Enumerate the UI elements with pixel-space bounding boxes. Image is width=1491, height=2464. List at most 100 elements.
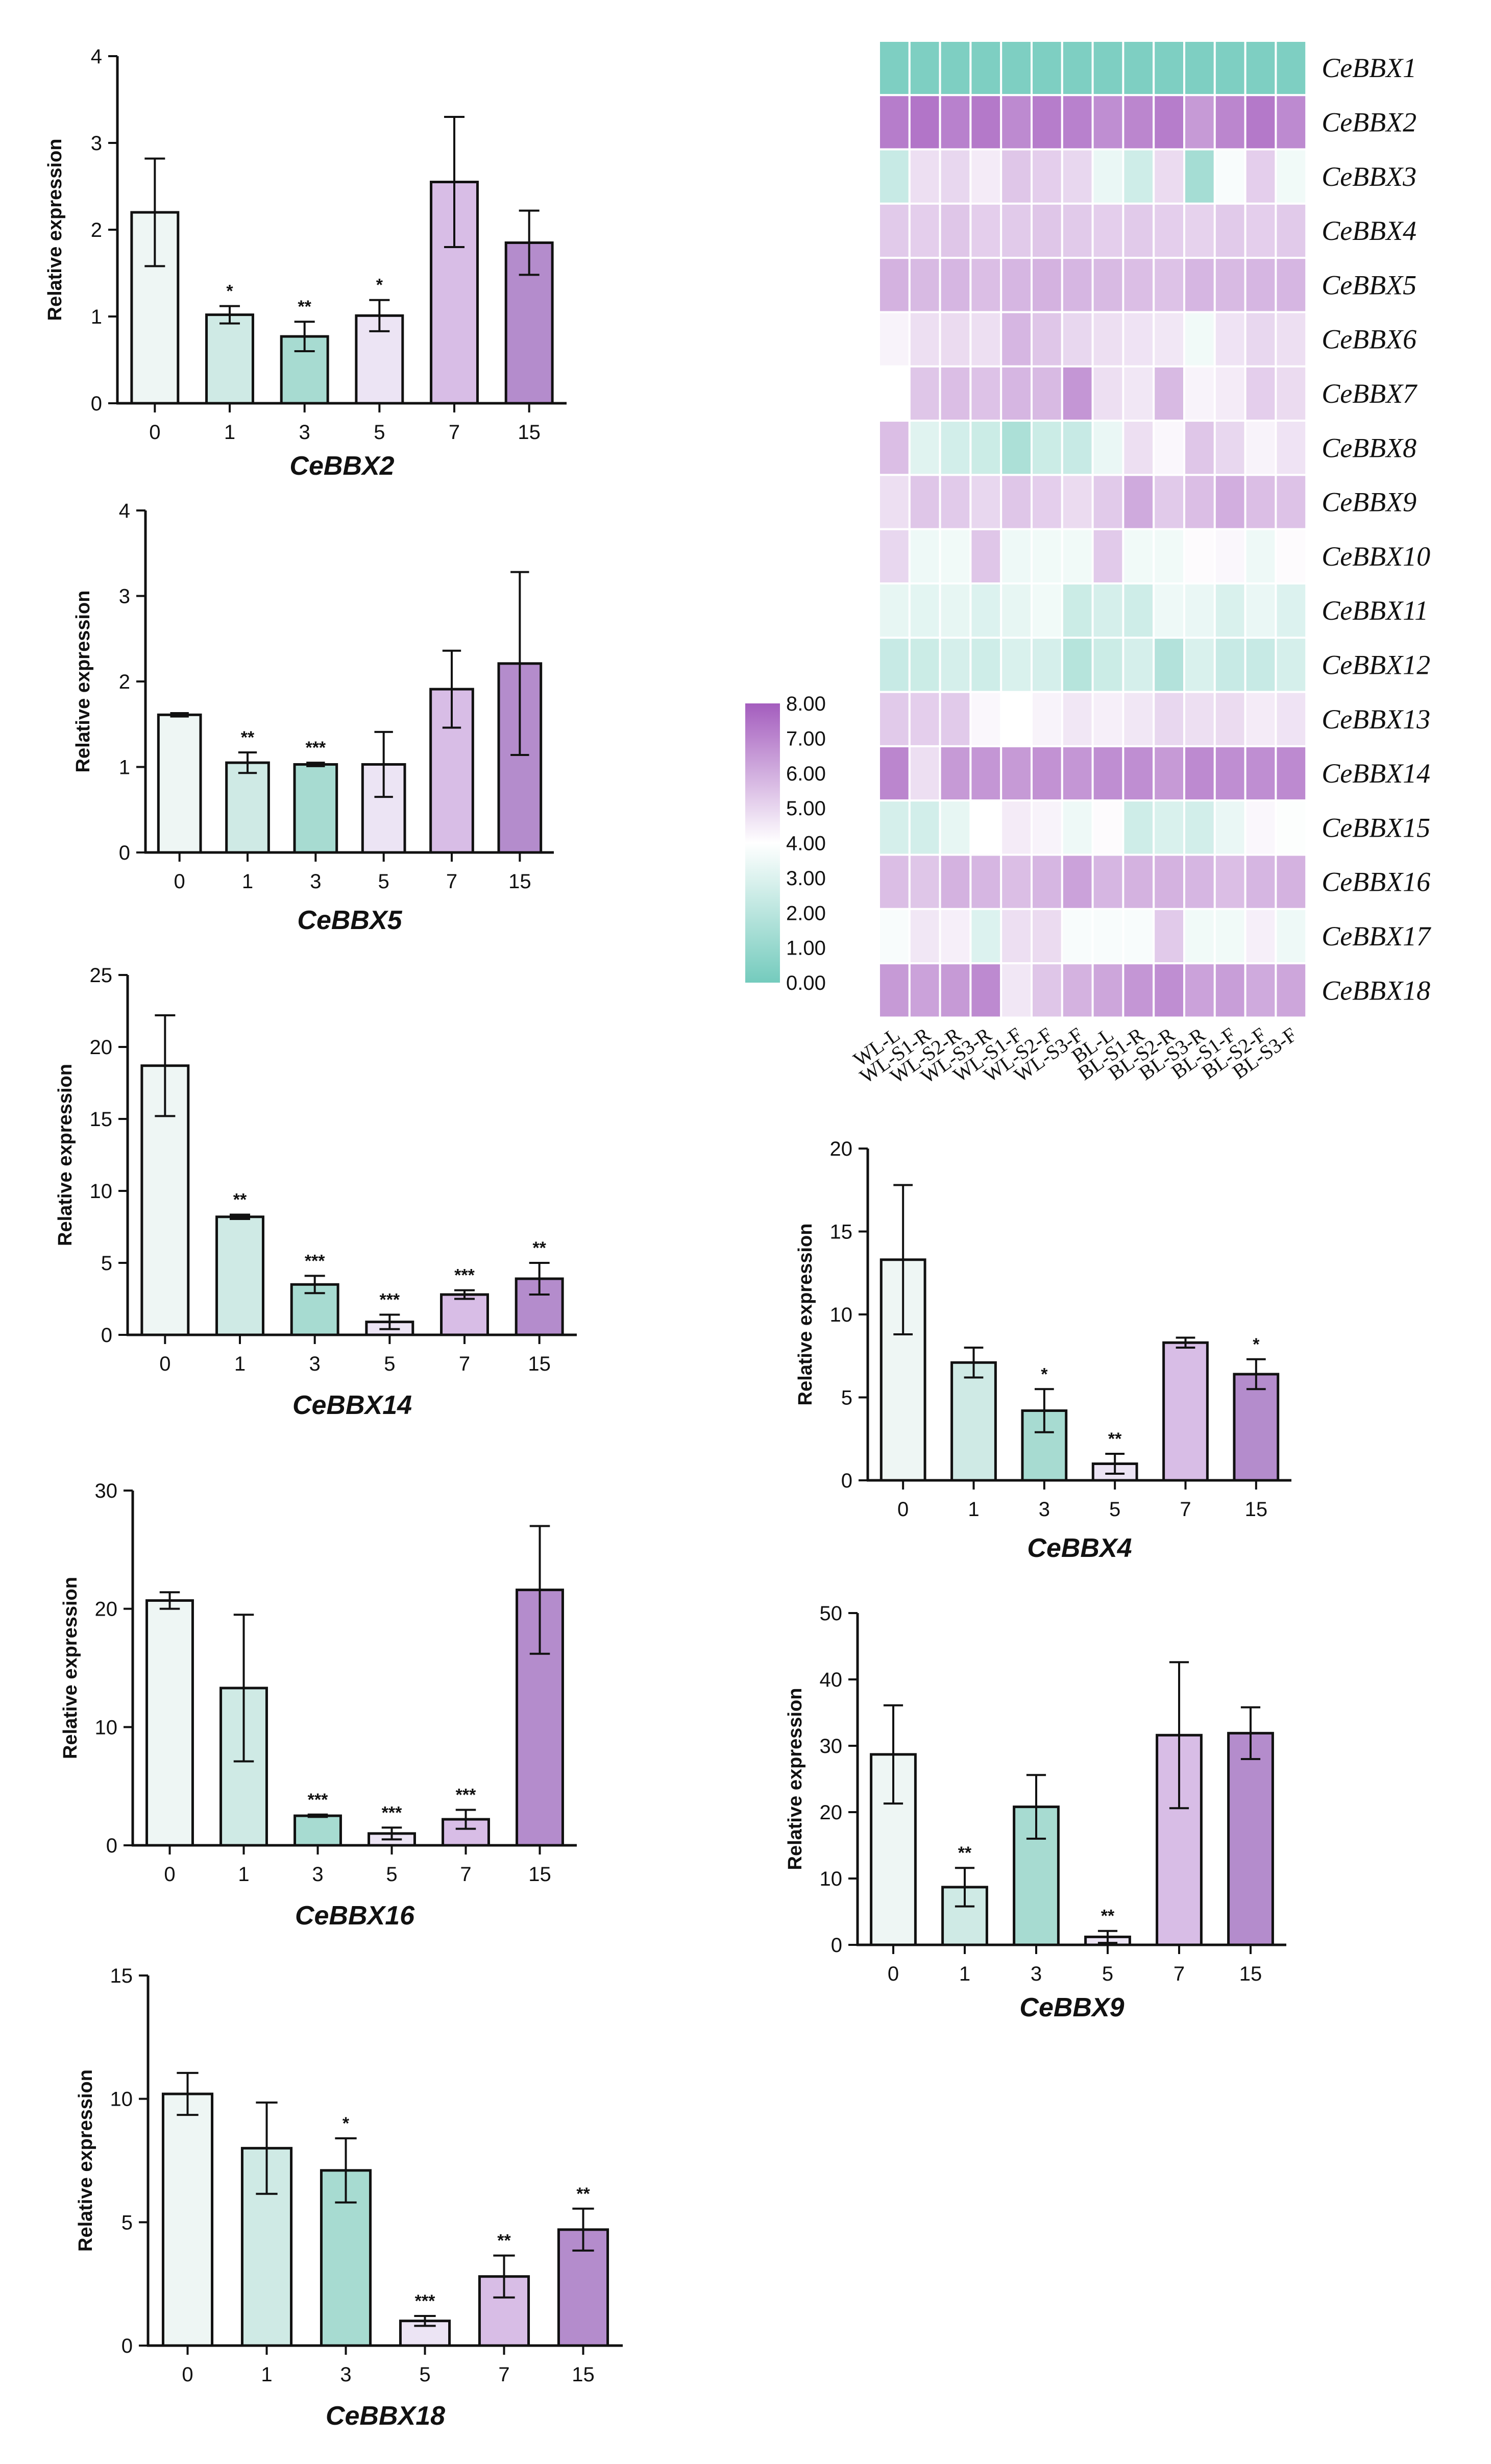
significance-label: ** [958, 1843, 972, 1863]
heatmap-cell [1061, 637, 1094, 693]
heatmap-cell [1153, 528, 1185, 584]
heatmap-cell [969, 799, 1003, 856]
heatmap-cell [1031, 311, 1063, 368]
heatmap-cell [1275, 257, 1308, 313]
x-tick-label: 5 [378, 870, 389, 893]
heatmap-cell [939, 637, 972, 693]
heatmap-cell [908, 853, 941, 910]
heatmap-cell [1213, 745, 1246, 802]
heatmap-row-label: CeBBX11 [1322, 595, 1428, 626]
x-tick-label: 0 [164, 1863, 175, 1886]
heatmap-cell [878, 148, 911, 205]
heatmap-legend: 0.00 1.00 2.00 3.00 4.00 5.00 6.00 7.00 8.00 [745, 693, 826, 994]
heatmap-cell [1244, 40, 1277, 96]
heatmap-cell [1275, 691, 1308, 747]
x-tick-label: 7 [460, 1863, 471, 1886]
heatmap-cell [1061, 311, 1094, 368]
heatmap-cell [969, 40, 1003, 96]
heatmap-cell [1061, 908, 1094, 965]
heatmap-cell [1244, 257, 1277, 313]
y-tick-label: 10 [90, 1180, 113, 1203]
y-tick-label: 0 [106, 1835, 117, 1857]
y-tick-label: 1 [119, 757, 130, 779]
heatmap-cell [1183, 148, 1216, 205]
heatmap-cell [1213, 582, 1246, 639]
heatmap-cell [1213, 40, 1246, 96]
heatmap-cell [1275, 40, 1308, 96]
y-tick-label: 3 [119, 585, 130, 608]
heatmap-cell [1122, 799, 1155, 856]
heatmap-cell [908, 40, 941, 96]
heatmap-row-label: CeBBX15 [1322, 812, 1430, 843]
heatmap-cell [878, 691, 911, 747]
heatmap-cell [1275, 637, 1308, 693]
heatmap-cell [1031, 420, 1063, 476]
heatmap-cell [1183, 962, 1216, 1019]
heatmap-cell [1183, 311, 1216, 368]
bar-chart-cebbx18: 0 5 10 15 0 1 * 3 *** 5 ** 7 ** 15 Relative expression… [75, 1965, 623, 2431]
heatmap-cell [1091, 582, 1125, 639]
heatmap-cell [1244, 853, 1277, 910]
heatmap-cell [1244, 962, 1277, 1019]
heatmap-cell [939, 528, 972, 584]
x-tick-label: 5 [1102, 1963, 1113, 1985]
heatmap-cell [878, 853, 911, 910]
heatmap-cell [1244, 691, 1277, 747]
heatmap-cell [969, 474, 1003, 530]
y-tick-label: 20 [830, 1138, 853, 1160]
bar-cebbx16-3 [294, 1814, 342, 1847]
chart-title: CeBBX4 [1027, 1533, 1132, 1563]
x-tick-label: 15 [572, 2363, 595, 2386]
heatmap-cell [939, 420, 972, 476]
heatmap-cell [1122, 962, 1155, 1019]
x-tick-label: 15 [1245, 1498, 1268, 1521]
heatmap-cell [1000, 202, 1033, 259]
legend-tick-label: 8.00 [786, 693, 826, 715]
heatmap-row-label: CeBBX4 [1322, 215, 1416, 246]
x-tick-label: 1 [959, 1963, 970, 1985]
heatmap-cell [1153, 311, 1185, 368]
heatmap-cell [1091, 908, 1125, 965]
heatmap-cell [1275, 474, 1308, 530]
heatmap-cell [1091, 148, 1125, 205]
y-tick-label: 30 [820, 1735, 843, 1758]
y-tick-label: 5 [841, 1387, 852, 1409]
heatmap-cell [1183, 691, 1216, 747]
heatmap-cell [1091, 474, 1125, 530]
heatmap-cell [878, 962, 911, 1019]
heatmap-cell [908, 202, 941, 259]
y-tick-label: 15 [110, 1965, 133, 1987]
heatmap-cell [1122, 148, 1155, 205]
bar-cebbx2-1 [205, 313, 254, 405]
significance-label: *** [382, 1803, 402, 1822]
heatmap-cell [969, 94, 1003, 151]
y-tick-label: 0 [121, 2335, 133, 2357]
y-tick-label: 15 [90, 1108, 113, 1131]
heatmap-cell [1031, 908, 1063, 965]
x-tick-label: 0 [174, 870, 185, 893]
heatmap-cell [1183, 908, 1216, 965]
heatmap-cell [1031, 853, 1063, 910]
x-tick-label: 15 [508, 870, 531, 893]
y-tick-label: 4 [91, 45, 102, 68]
bar-cebbx16-0 [145, 1599, 194, 1847]
heatmap-row-label: CeBBX5 [1322, 270, 1416, 300]
heatmap-cell [1061, 420, 1094, 476]
heatmap-cell [1091, 637, 1125, 693]
heatmap-cell [1153, 637, 1185, 693]
heatmap-row-label: CeBBX7 [1322, 378, 1417, 409]
heatmap-cell [1000, 365, 1033, 422]
x-tick-label: 5 [374, 421, 385, 444]
y-tick-label: 10 [95, 1716, 118, 1739]
heatmap-cell [878, 40, 911, 96]
heatmap-cell [969, 257, 1003, 313]
chart-title: CeBBX2 [289, 451, 394, 481]
x-tick-label: 0 [149, 421, 160, 444]
heatmap-cell [1153, 40, 1185, 96]
x-tick-label: 5 [386, 1863, 397, 1886]
heatmap-cell [939, 691, 972, 747]
heatmap-cell [969, 691, 1003, 747]
heatmap-cell [1213, 962, 1246, 1019]
heatmap-cell [939, 908, 972, 965]
